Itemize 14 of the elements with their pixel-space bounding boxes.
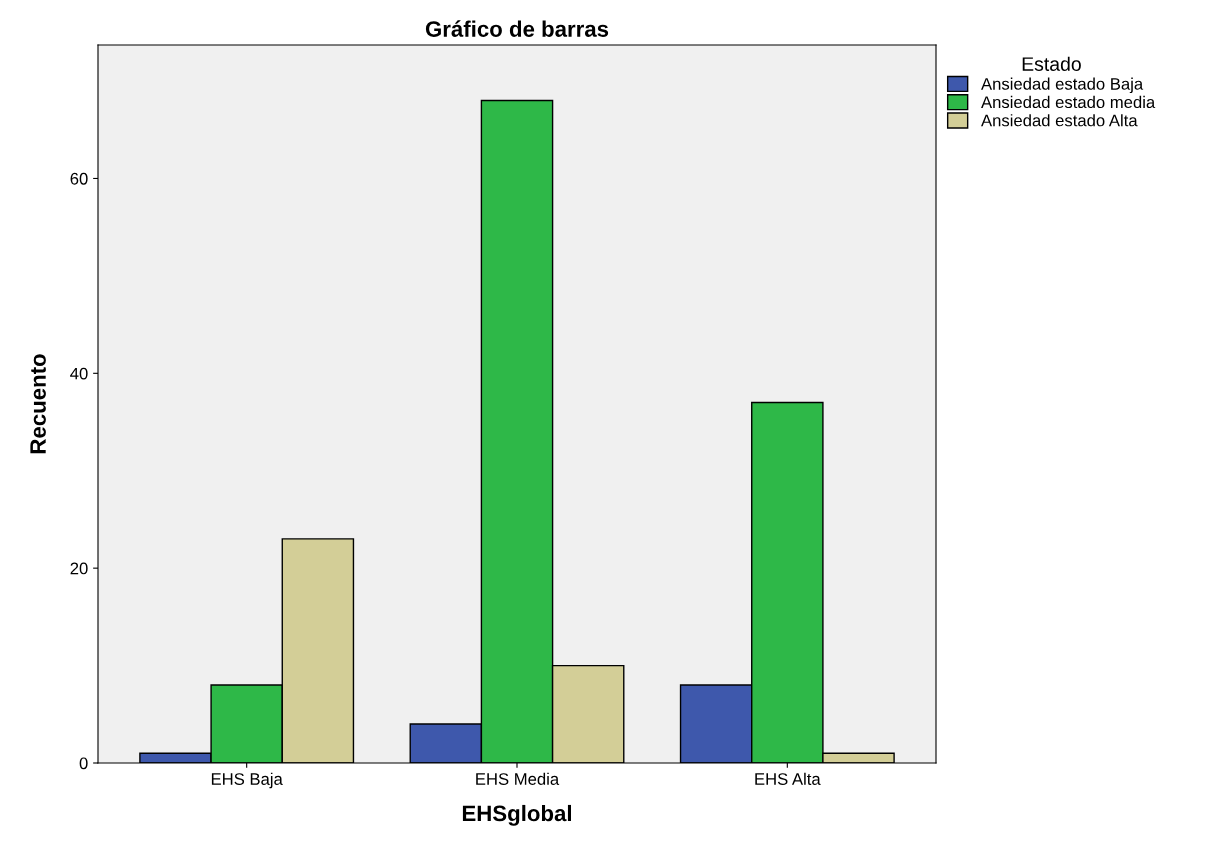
legend-label: Ansiedad estado media — [981, 95, 1156, 109]
x-tick-label: EHS Media — [476, 772, 560, 785]
x-tick-label: EHS Alta — [755, 772, 821, 785]
chart-title: Gráfico de barras — [425, 20, 609, 37]
x-axis-title: EHSglobal — [462, 804, 571, 826]
y-axis-title: Recuento — [30, 354, 46, 454]
y-tick-label: 20 — [70, 562, 88, 575]
y-tick-label: 0 — [79, 757, 88, 770]
x-tick-label: EHS Baja — [211, 772, 283, 789]
legend-title: Estado — [1022, 56, 1081, 71]
y-tick-label: 40 — [70, 367, 88, 380]
legend-label: Ansiedad estado Alta — [981, 114, 1138, 127]
y-tick-label: 60 — [70, 172, 88, 185]
legend-label: Ansiedad estado Baja — [981, 77, 1144, 94]
